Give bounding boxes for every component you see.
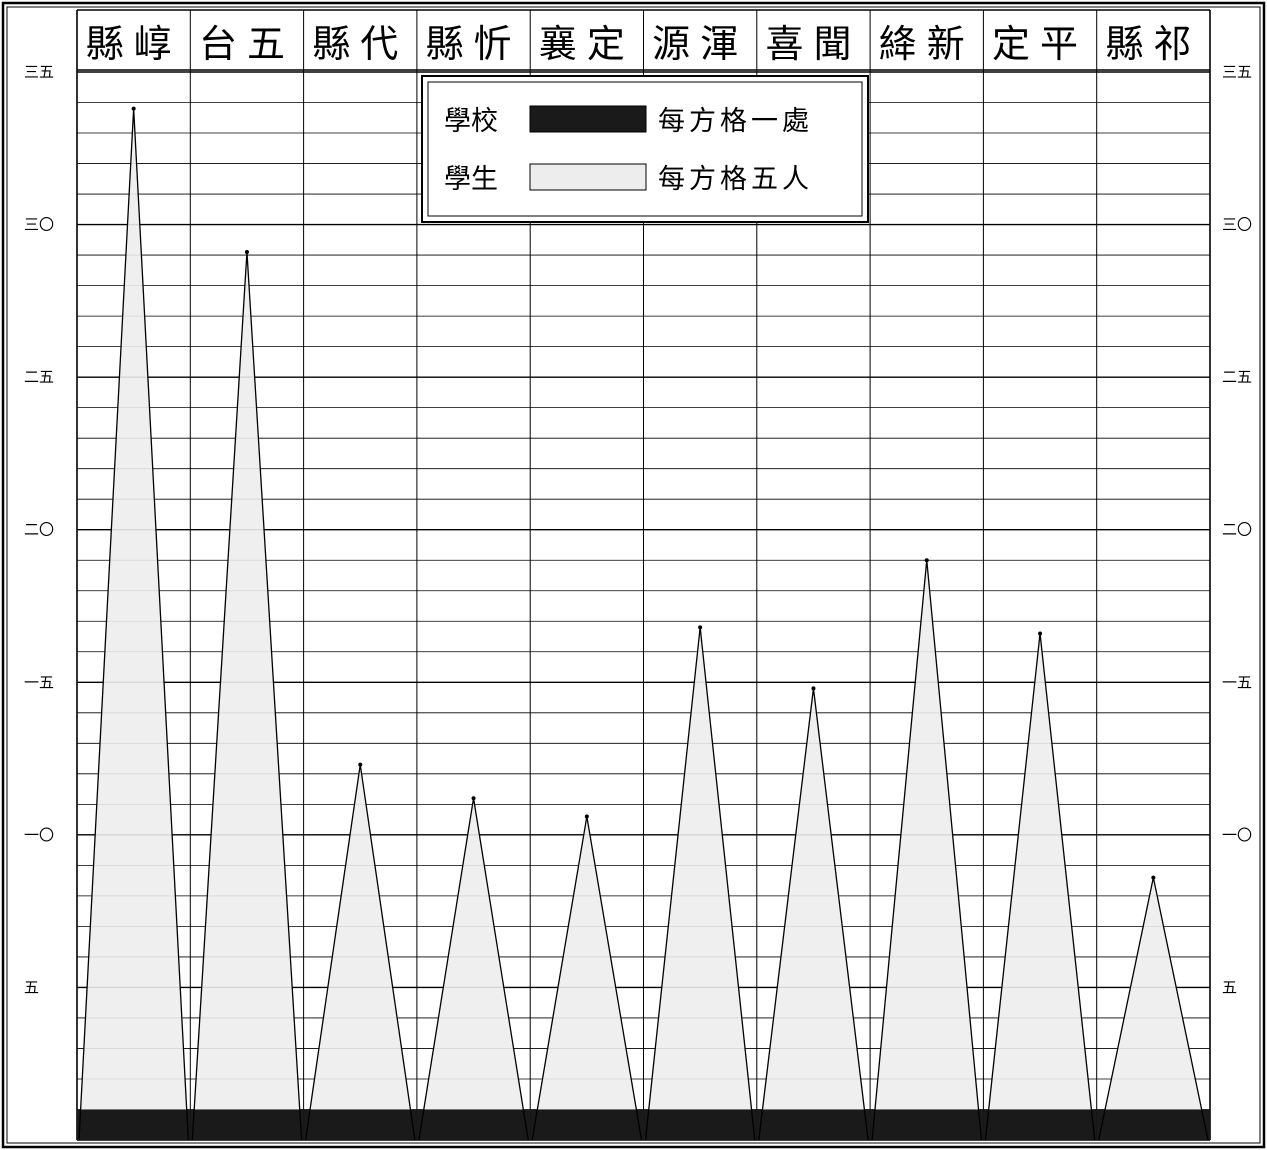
student-area [758,688,869,1140]
student-area [418,798,529,1140]
student-peak-point [811,686,816,691]
student-peak-point [584,814,589,819]
school-bar [303,1109,417,1140]
y-tick-label-left: 三五 [24,63,54,81]
y-tick-label-right: 三〇 [1222,216,1252,234]
y-tick-label-left: 三〇 [24,216,54,234]
category-label: 源渾 [652,22,748,66]
legend-note: 每方格一處 [658,106,813,137]
y-tick-label-right: 一〇 [1222,826,1252,844]
student-area [192,252,302,1140]
school-bar [870,1109,984,1140]
student-area [1098,877,1208,1140]
category-label: 定平 [992,22,1088,66]
student-peak-point [358,762,363,767]
category-label: 絳新 [879,22,975,66]
category-label: 縣忻 [426,22,522,66]
legend-box [421,75,869,223]
category-label: 襄定 [539,22,635,66]
school-bar [530,1109,644,1140]
student-area [532,816,642,1140]
y-tick-label-left: 一〇 [24,826,54,844]
school-bar [190,1109,304,1140]
category-label: 縣代 [312,22,408,66]
school-bar [77,1109,191,1140]
category-label: 台五 [199,22,295,66]
y-tick-label-right: 五 [1222,978,1237,996]
legend-name: 學生 [444,164,498,195]
y-tick-label-left: 二〇 [24,521,54,539]
y-tick-label-left: 五 [24,978,39,996]
inner-frame [6,6,1261,1144]
school-bar [643,1109,757,1140]
student-area [645,627,755,1140]
legend-inner-border [427,81,863,217]
y-tick-label-right: 三五 [1222,63,1252,81]
student-area [872,560,982,1140]
school-bar [756,1109,871,1140]
category-label: 縣祁 [1105,22,1201,66]
y-tick-label-right: 二五 [1222,368,1252,386]
category-label: 縣崞 [86,22,182,66]
student-area [305,764,415,1140]
y-tick-label-right: 一五 [1222,673,1252,691]
y-tick-label-right: 二〇 [1222,521,1252,539]
y-tick-label-left: 二五 [24,368,54,386]
category-label: 喜聞 [765,22,861,66]
student-peak-point [1151,875,1156,880]
student-peak-point [924,558,929,563]
school-bar [1096,1109,1210,1140]
y-tick-label-left: 一五 [24,673,54,691]
student-peak-point [131,106,136,111]
student-peak-point [244,250,249,255]
legend-swatch [529,105,647,133]
student-area [985,633,1095,1140]
student-peak-point [471,796,476,801]
legend-note: 每方格五人 [658,164,813,195]
school-bar [983,1109,1097,1140]
student-peak-point [698,625,703,630]
student-peak-point [1038,631,1043,636]
legend-swatch [529,163,647,191]
student-area [79,108,189,1140]
school-bar [416,1109,531,1140]
legend-name: 學校 [444,106,498,137]
